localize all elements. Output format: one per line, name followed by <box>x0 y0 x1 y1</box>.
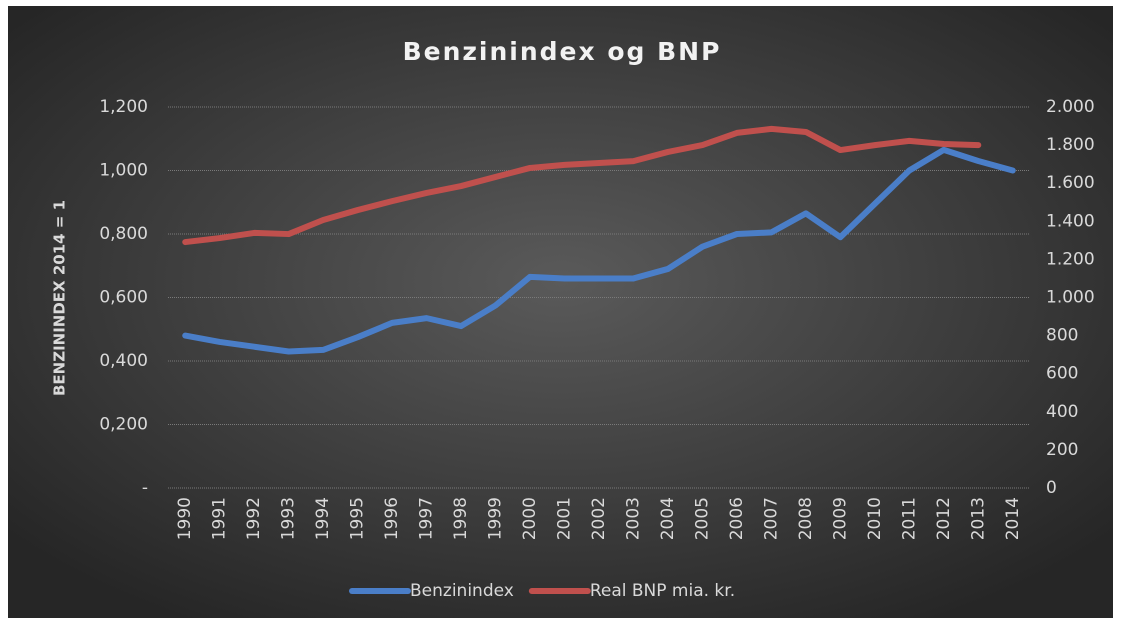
x-tick-label: 1990 <box>175 497 195 540</box>
y2-tick-label: 600 <box>1046 364 1078 384</box>
y-tick-label: 1,000 <box>99 161 148 181</box>
x-tick-label: 2001 <box>555 497 575 540</box>
x-tick-label: 1994 <box>313 497 333 540</box>
y2-tick-label: 800 <box>1046 326 1078 346</box>
series-line <box>182 146 1016 355</box>
x-tick-label: 1999 <box>486 497 506 540</box>
y2-tick-label: 1.000 <box>1046 288 1095 308</box>
x-tick-label: 2013 <box>968 497 988 540</box>
x-tick-label: 2008 <box>796 497 816 540</box>
y2-tick-label: 1.600 <box>1046 173 1095 193</box>
x-tick-label: 1993 <box>279 497 299 540</box>
y-tick-label: 0,600 <box>99 288 148 308</box>
chart-title: Benzinindex og BNP <box>403 37 722 66</box>
x-tick-label: 2003 <box>623 497 643 540</box>
y-tick-label: 0,200 <box>99 415 148 435</box>
y2-tick-label: 200 <box>1046 440 1078 460</box>
x-tick-label: 1992 <box>244 497 264 540</box>
y2-tick-label: 2.000 <box>1046 97 1095 117</box>
legend-label: Real BNP mia. kr. <box>590 581 735 601</box>
x-tick-label: 1997 <box>417 497 437 540</box>
y2-tick-label: 1.200 <box>1046 249 1095 269</box>
series-line <box>182 125 982 246</box>
x-tick-label: 2009 <box>830 497 850 540</box>
y-tick-label: 0,400 <box>99 351 148 371</box>
chart-background <box>8 6 1113 618</box>
x-tick-label: 2000 <box>520 497 540 540</box>
y-axis-label: BENZININDEX 2014 = 1 <box>51 200 69 396</box>
x-tick-label: 2012 <box>934 497 954 540</box>
x-tick-label: 2006 <box>727 497 747 540</box>
y-tick-label: - <box>142 478 148 498</box>
x-tick-label: 2011 <box>899 497 919 540</box>
x-tick-label: 2014 <box>1003 497 1023 540</box>
x-tick-label: 1991 <box>210 497 230 540</box>
y2-tick-label: 400 <box>1046 402 1078 422</box>
x-tick-label: 2002 <box>589 497 609 540</box>
x-tick-label: 1995 <box>348 497 368 540</box>
y-tick-label: 1,200 <box>99 97 148 117</box>
x-tick-label: 1996 <box>382 497 402 540</box>
y2-tick-label: 0 <box>1046 478 1057 498</box>
x-tick-label: 2005 <box>692 497 712 540</box>
legend-label: Benzinindex <box>410 581 514 601</box>
x-tick-label: 2007 <box>761 497 781 540</box>
x-tick-label: 1998 <box>451 497 471 540</box>
y2-tick-label: 1.400 <box>1046 211 1095 231</box>
x-tick-label: 2004 <box>658 497 678 540</box>
x-tick-label: 2010 <box>865 497 885 540</box>
y2-tick-label: 1.800 <box>1046 135 1095 155</box>
y-tick-label: 0,800 <box>99 224 148 244</box>
